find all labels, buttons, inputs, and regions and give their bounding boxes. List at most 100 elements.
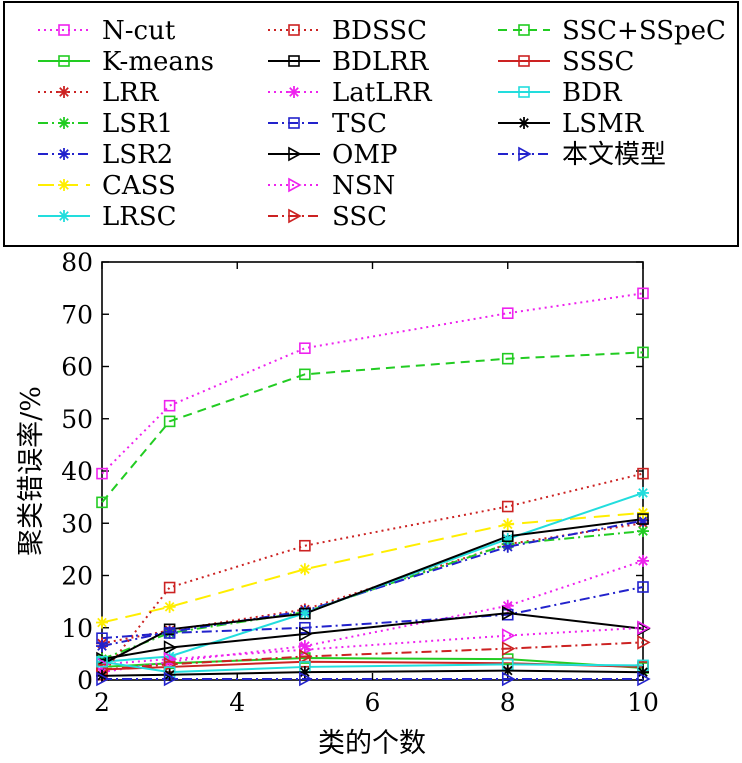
series-line-12 xyxy=(101,626,644,666)
series-line-1 xyxy=(101,657,644,669)
x-axis-title: 类的个数 xyxy=(318,728,426,759)
data-point-14-4 xyxy=(637,346,649,359)
y-axis-title: 聚类错误率/% xyxy=(16,386,47,556)
legend-item-17: LSMR xyxy=(498,109,645,139)
data-point-5-1 xyxy=(163,600,176,613)
legend-marker xyxy=(518,117,530,129)
legend-marker xyxy=(58,179,70,191)
series-line-9 xyxy=(101,559,644,674)
data-point-9-4 xyxy=(637,554,649,567)
data-point-0-4 xyxy=(637,287,649,300)
legend-label: LRR xyxy=(102,78,160,108)
legend-item-0: N-cut xyxy=(38,16,176,46)
legend-label: LSR1 xyxy=(102,109,173,139)
y-tick-label: 10 xyxy=(61,614,93,643)
legend-item-15: SSSC xyxy=(498,47,634,77)
data-point-7-4 xyxy=(637,467,649,480)
legend-label: N-cut xyxy=(102,16,176,46)
data-point-12-3 xyxy=(501,628,516,643)
legend-marker xyxy=(58,86,70,98)
data-point-14-1 xyxy=(163,415,176,428)
data-point-5-4 xyxy=(637,506,649,519)
legend-label: OMP xyxy=(332,140,397,170)
data-point-7-1 xyxy=(163,581,176,594)
data-point-18-0 xyxy=(96,671,110,687)
legend-marker xyxy=(518,24,530,36)
legend-marker xyxy=(58,148,70,160)
legend-item-7: BDSSC xyxy=(268,16,427,46)
legend-label: NSN xyxy=(332,171,395,201)
legend-item-9: LatLRR xyxy=(268,78,433,108)
y-tick-label: 20 xyxy=(61,562,93,591)
data-point-3-4 xyxy=(637,525,649,538)
plot-frame xyxy=(101,261,644,681)
legend-label: CASS xyxy=(102,171,176,201)
data-point-8-2 xyxy=(299,607,311,620)
y-tick-label: 70 xyxy=(61,300,93,329)
series-line-8 xyxy=(101,518,644,666)
data-point-10-4 xyxy=(637,581,649,593)
legend-label: LSR2 xyxy=(102,140,173,170)
series-line-0 xyxy=(101,292,644,475)
data-point-0-2 xyxy=(299,342,311,355)
legend-marker xyxy=(518,55,530,67)
legend-item-16: BDR xyxy=(498,78,623,108)
legend-label: SSC xyxy=(332,202,387,232)
legend-item-8: BDLRR xyxy=(268,47,430,77)
legend-item-13: SSC xyxy=(268,202,387,232)
legend-marker xyxy=(518,86,530,98)
legend-item-18: 本文模型 xyxy=(498,140,666,170)
legend-label: LatLRR xyxy=(332,78,433,108)
x-tick-label: 4 xyxy=(229,688,245,717)
legend-item-4: LSR2 xyxy=(38,140,173,170)
legend-marker xyxy=(288,208,302,224)
data-point-10-0 xyxy=(96,632,108,645)
data-point-14-0 xyxy=(96,496,108,509)
series-line-3 xyxy=(101,530,644,661)
legend-marker xyxy=(58,55,70,67)
y-tick-label: 50 xyxy=(61,405,93,434)
legend-label: BDSSC xyxy=(332,16,427,46)
legend-marker xyxy=(288,146,302,162)
x-tick-label: 8 xyxy=(500,688,516,717)
data-point-11-1 xyxy=(163,640,178,655)
legend-label: 本文模型 xyxy=(562,140,666,170)
y-tick-label: 0 xyxy=(77,666,93,695)
legend-label: SSSC xyxy=(562,47,634,77)
legend-item-1: K-means xyxy=(38,47,214,77)
y-tick-label: 40 xyxy=(61,457,93,486)
y-tick-label: 30 xyxy=(61,509,93,538)
data-point-18-2 xyxy=(299,671,313,687)
data-point-5-2 xyxy=(298,563,311,576)
y-tick-label: 60 xyxy=(61,353,93,382)
legend-marker xyxy=(58,210,70,222)
y-tick-label: 80 xyxy=(61,248,93,277)
data-point-14-3 xyxy=(501,352,514,365)
series-line-11 xyxy=(101,612,644,661)
legend-item-10: TSC xyxy=(268,109,387,139)
data-point-11-3 xyxy=(501,605,516,621)
legend-label: LSMR xyxy=(562,109,645,139)
x-tick-label: 6 xyxy=(365,688,381,717)
x-tick-label: 2 xyxy=(94,688,110,717)
legend-label: LRSC xyxy=(102,202,177,232)
legend-label: SSC+SSpeC xyxy=(562,16,726,46)
data-point-14-2 xyxy=(299,368,311,381)
series-line-14 xyxy=(101,351,644,503)
legend-label: BDLRR xyxy=(332,47,430,77)
data-point-5-3 xyxy=(501,518,514,531)
data-point-8-4 xyxy=(637,513,649,525)
legend-marker xyxy=(288,55,300,67)
legend-marker xyxy=(288,86,300,98)
data-point-0-1 xyxy=(163,399,176,412)
data-point-7-3 xyxy=(501,500,514,513)
data-point-7-2 xyxy=(299,539,311,552)
data-point-0-0 xyxy=(96,467,108,480)
data-point-4-0 xyxy=(96,640,108,653)
data-point-5-0 xyxy=(96,616,108,629)
data-point-11-2 xyxy=(299,626,313,642)
legend-marker xyxy=(518,146,532,162)
series-line-10 xyxy=(101,586,644,640)
data-point-13-3 xyxy=(501,641,516,656)
